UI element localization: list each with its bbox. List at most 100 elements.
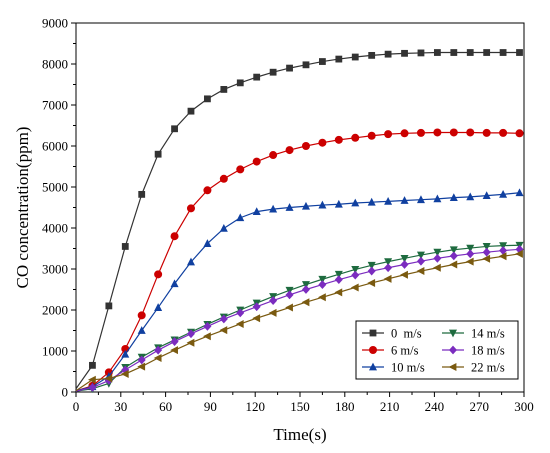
data-point <box>416 251 425 260</box>
data-point <box>433 128 442 137</box>
tick-labels: 0 30 60 90 120 150 180 210 240 270 300010002000300… <box>42 16 534 415</box>
data-point <box>449 345 457 355</box>
data-point <box>334 275 343 285</box>
data-point <box>269 296 278 305</box>
legend-item: 0 m/s <box>362 327 422 341</box>
data-point <box>318 200 327 209</box>
data-point <box>482 243 491 251</box>
data-point <box>252 314 261 323</box>
data-point <box>236 308 245 318</box>
data-point <box>499 189 508 198</box>
legend: 0 m/s 6 m/s 10 m/s 14 m/s 18 m/s 22 m/s <box>355 320 519 380</box>
data-point <box>367 266 376 276</box>
data-point <box>416 128 425 137</box>
data-point <box>515 188 524 197</box>
data-point <box>448 363 457 371</box>
data-point <box>351 198 360 207</box>
data-point <box>301 142 310 150</box>
data-point <box>351 266 360 274</box>
data-point <box>400 270 408 279</box>
data-point <box>466 128 475 137</box>
data-point <box>89 361 96 369</box>
data-point <box>416 256 425 266</box>
data-point <box>301 201 310 210</box>
data-point <box>384 258 393 267</box>
y-axis-title: CO concentration(ppm) <box>13 127 32 289</box>
data-point <box>137 362 146 371</box>
legend-item: 6 m/s <box>362 344 419 358</box>
data-point <box>369 329 377 337</box>
data-point <box>334 199 343 208</box>
legend-label: 22 m/s <box>471 361 505 375</box>
data-point <box>219 174 228 183</box>
data-point <box>369 362 377 371</box>
data-point <box>203 322 212 331</box>
data-point <box>203 239 212 247</box>
data-point <box>515 129 524 138</box>
data-point <box>449 193 458 202</box>
data-point <box>367 131 376 140</box>
y-tick-label: 3000 <box>42 262 68 277</box>
x-tick-label: 300 <box>514 399 534 414</box>
legend-label: 0 m/s <box>391 327 422 341</box>
data-point <box>516 49 523 56</box>
data-point <box>499 242 508 251</box>
data-point <box>449 329 457 338</box>
data-point <box>351 133 360 142</box>
legend-item: 10 m/s <box>362 361 425 375</box>
data-point <box>401 49 408 57</box>
data-point <box>252 157 261 166</box>
series-line <box>75 253 520 392</box>
data-point <box>400 129 409 138</box>
data-point <box>482 247 491 257</box>
data-point <box>432 263 441 272</box>
data-point <box>236 165 245 174</box>
data-point <box>170 279 179 288</box>
data-point <box>154 345 163 355</box>
x-tick-label: 30 <box>114 399 127 414</box>
data-point <box>301 285 310 294</box>
legend-label: 18 m/s <box>471 344 505 358</box>
data-point <box>253 73 261 81</box>
data-point <box>170 232 179 241</box>
data-point <box>466 249 475 259</box>
legend-label: 14 m/s <box>471 327 505 341</box>
data-point <box>466 192 475 201</box>
data-point <box>416 195 425 204</box>
data-point <box>153 353 162 362</box>
x-tick-label: 60 <box>159 399 172 414</box>
y-tick-label: 9000 <box>42 16 68 31</box>
data-point <box>186 204 195 213</box>
x-tick-label: 210 <box>380 399 400 414</box>
data-point <box>236 79 244 87</box>
y-tick-label: 4000 <box>42 221 68 236</box>
data-point <box>433 248 442 257</box>
series-1 <box>75 128 524 392</box>
data-point <box>433 194 442 203</box>
data-point <box>369 346 377 354</box>
data-point <box>465 257 474 266</box>
x-tick-label: 240 <box>425 399 445 414</box>
data-point <box>154 150 162 158</box>
data-point <box>236 213 245 222</box>
data-point <box>220 86 228 93</box>
data-point <box>301 281 310 289</box>
y-tick-label: 2000 <box>42 303 68 318</box>
data-point <box>252 302 261 312</box>
x-tick-label: 180 <box>335 399 355 414</box>
data-point <box>466 49 474 56</box>
data-point <box>335 55 343 63</box>
series-4 <box>75 244 524 392</box>
data-point <box>286 64 293 72</box>
data-point <box>400 254 409 263</box>
data-point <box>285 290 294 300</box>
series-line <box>75 244 520 392</box>
data-point <box>482 128 491 137</box>
data-point <box>417 49 425 57</box>
data-point <box>499 246 508 255</box>
data-point <box>186 329 195 339</box>
data-point <box>138 190 146 198</box>
data-point <box>334 288 343 297</box>
data-point <box>466 244 475 253</box>
